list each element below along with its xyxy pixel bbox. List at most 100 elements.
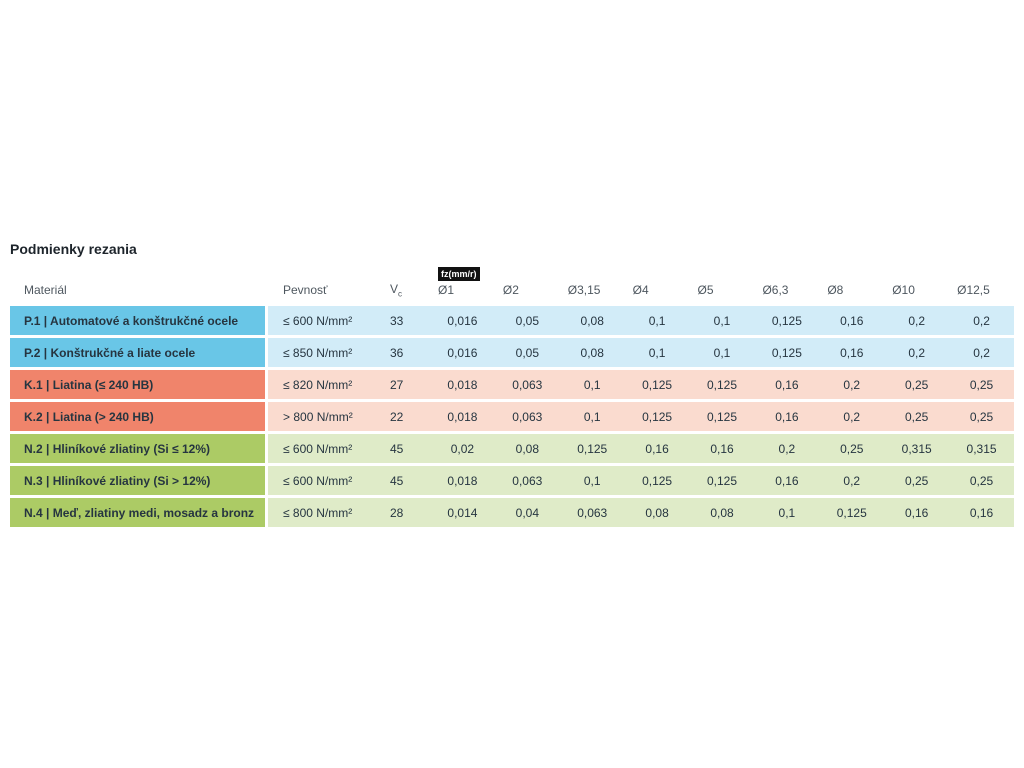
cutting-speed-cell: 27 xyxy=(372,370,430,399)
feed-cell: 0,125 xyxy=(624,466,690,495)
column-header-diameter-9: Ø12,5 xyxy=(957,283,990,297)
feed-unit-badge: fz(mm/r) xyxy=(438,267,480,281)
strength-cell: ≤ 600 N/mm² xyxy=(268,466,372,495)
feed-cell: 0,25 xyxy=(884,466,950,495)
column-header-diameter-5: Ø5 xyxy=(697,283,714,297)
feed-cell: 0,014 xyxy=(430,498,495,527)
feed-cell: 0,16 xyxy=(819,338,885,367)
table-row: K.2 | Liatina (> 240 HB) > 800 N/mm² 22 … xyxy=(10,402,1014,431)
feed-cell: 0,16 xyxy=(819,306,885,335)
strength-cell: ≤ 600 N/mm² xyxy=(268,306,372,335)
feed-cell: 0,125 xyxy=(819,498,885,527)
feed-cell: 0,018 xyxy=(430,402,495,431)
feed-cell: 0,016 xyxy=(430,306,495,335)
feed-cell: 0,125 xyxy=(689,402,755,431)
vc-subscript: c xyxy=(398,289,403,298)
column-header-strength: Pevnosť xyxy=(283,283,328,297)
feed-cell: 0,063 xyxy=(559,498,625,527)
strength-cell: ≤ 850 N/mm² xyxy=(268,338,372,367)
table-row: N.3 | Hliníkové zliatiny (Si > 12%) ≤ 60… xyxy=(10,466,1014,495)
material-cell: K.1 | Liatina (≤ 240 HB) xyxy=(10,370,268,399)
feed-cell: 0,16 xyxy=(754,370,820,399)
column-header-cutting-speed: Vc xyxy=(372,282,430,298)
feed-cell: 0,1 xyxy=(754,498,820,527)
feed-cell: 0,02 xyxy=(430,434,495,463)
cutting-speed-cell: 28 xyxy=(372,498,430,527)
feed-cell: 0,1 xyxy=(689,338,755,367)
feed-cell: 0,315 xyxy=(949,434,1014,463)
feed-cell: 0,08 xyxy=(624,498,690,527)
feed-cell: 0,08 xyxy=(494,434,560,463)
feed-cell: 0,05 xyxy=(494,338,560,367)
feed-cell: 0,16 xyxy=(949,498,1014,527)
feed-cell: 0,1 xyxy=(559,370,625,399)
table-header-row: Materiál Pevnosť Vc fz(mm/r) Ø1 Ø2 Ø3,15… xyxy=(10,265,1014,298)
material-cell: N.2 | Hliníkové zliatiny (Si ≤ 12%) xyxy=(10,434,268,463)
column-header-diameter-4: Ø4 xyxy=(632,283,649,297)
table-row: P.1 | Automatové a konštrukčné ocele ≤ 6… xyxy=(10,306,1014,335)
column-header-diameter-6: Ø6,3 xyxy=(762,283,789,297)
feed-cell: 0,315 xyxy=(884,434,950,463)
section-title: Podmienky rezania xyxy=(10,241,137,257)
table-row: N.2 | Hliníkové zliatiny (Si ≤ 12%) ≤ 60… xyxy=(10,434,1014,463)
feed-cell: 0,05 xyxy=(494,306,560,335)
feed-cell: 0,25 xyxy=(949,370,1014,399)
feed-cell: 0,2 xyxy=(884,306,950,335)
table-row: K.1 | Liatina (≤ 240 HB) ≤ 820 N/mm² 27 … xyxy=(10,370,1014,399)
feed-cell: 0,2 xyxy=(949,338,1014,367)
feed-cell: 0,063 xyxy=(494,466,560,495)
feed-cell: 0,018 xyxy=(430,370,495,399)
feed-cell: 0,1 xyxy=(624,306,690,335)
column-header-diameter-1: fz(mm/r) Ø1 xyxy=(430,265,495,298)
feed-cell: 0,04 xyxy=(494,498,560,527)
feed-cell: 0,125 xyxy=(689,370,755,399)
feed-cell: 0,16 xyxy=(624,434,690,463)
feed-cell: 0,16 xyxy=(884,498,950,527)
feed-cell: 0,2 xyxy=(754,434,820,463)
column-header-diameter-7: Ø8 xyxy=(827,283,844,297)
feed-cell: 0,2 xyxy=(819,370,885,399)
feed-cell: 0,2 xyxy=(884,338,950,367)
feed-cell: 0,1 xyxy=(689,306,755,335)
material-cell: N.4 | Meď, zliatiny medi, mosadz a bronz xyxy=(10,498,268,527)
strength-cell: ≤ 600 N/mm² xyxy=(268,434,372,463)
feed-cell: 0,125 xyxy=(754,306,820,335)
feed-cell: 0,063 xyxy=(494,370,560,399)
feed-cell: 0,25 xyxy=(949,466,1014,495)
feed-cell: 0,1 xyxy=(559,402,625,431)
feed-cell: 0,16 xyxy=(754,402,820,431)
feed-cell: 0,125 xyxy=(624,370,690,399)
cutting-conditions-section: Podmienky rezania Materiál Pevnosť Vc fz… xyxy=(10,241,1014,530)
feed-cell: 0,25 xyxy=(819,434,885,463)
feed-cell: 0,1 xyxy=(559,466,625,495)
strength-cell: ≤ 800 N/mm² xyxy=(268,498,372,527)
table-row: N.4 | Meď, zliatiny medi, mosadz a bronz… xyxy=(10,498,1014,527)
feed-cell: 0,018 xyxy=(430,466,495,495)
feed-cell: 0,25 xyxy=(884,402,950,431)
cutting-speed-cell: 45 xyxy=(372,466,430,495)
feed-cell: 0,25 xyxy=(884,370,950,399)
feed-cell: 0,08 xyxy=(559,338,625,367)
feed-cell: 0,2 xyxy=(819,402,885,431)
feed-cell: 0,16 xyxy=(754,466,820,495)
feed-cell: 0,125 xyxy=(754,338,820,367)
table-row: P.2 | Konštrukčné a liate ocele ≤ 850 N/… xyxy=(10,338,1014,367)
cutting-speed-cell: 45 xyxy=(372,434,430,463)
material-cell: P.1 | Automatové a konštrukčné ocele xyxy=(10,306,268,335)
feed-cell: 0,08 xyxy=(689,498,755,527)
diameter-label: Ø1 xyxy=(438,283,455,297)
column-header-diameter-3: Ø3,15 xyxy=(567,283,601,297)
feed-cell: 0,125 xyxy=(689,466,755,495)
table-body: P.1 | Automatové a konštrukčné ocele ≤ 6… xyxy=(10,306,1014,527)
feed-cell: 0,2 xyxy=(949,306,1014,335)
cutting-speed-cell: 33 xyxy=(372,306,430,335)
feed-cell: 0,063 xyxy=(494,402,560,431)
feed-cell: 0,1 xyxy=(624,338,690,367)
material-cell: P.2 | Konštrukčné a liate ocele xyxy=(10,338,268,367)
feed-cell: 0,25 xyxy=(949,402,1014,431)
strength-cell: ≤ 820 N/mm² xyxy=(268,370,372,399)
feed-cell: 0,016 xyxy=(430,338,495,367)
feed-cell: 0,16 xyxy=(689,434,755,463)
column-header-diameter-8: Ø10 xyxy=(892,283,915,297)
